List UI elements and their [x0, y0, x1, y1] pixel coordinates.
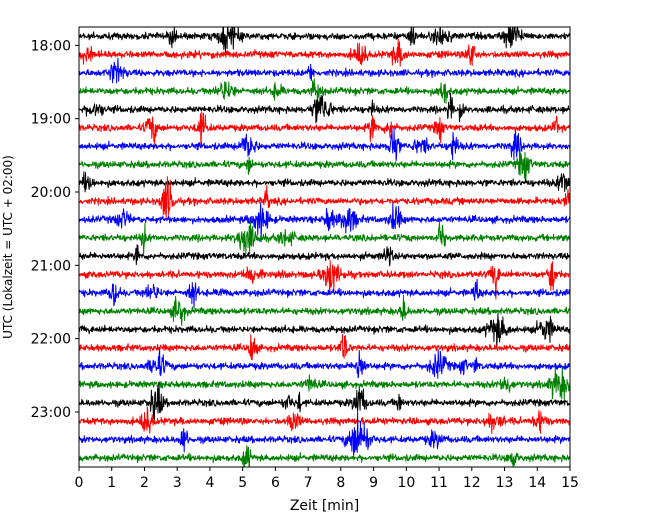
seismogram-traces	[79, 27, 570, 467]
seismogram-trace	[79, 334, 570, 361]
x-tick-label: 6	[271, 475, 280, 491]
seismogram-trace	[79, 111, 570, 149]
x-tick-label: 2	[140, 475, 149, 491]
seismogram-trace	[79, 220, 570, 255]
seismogram-trace	[79, 38, 570, 67]
x-tick-label: 13	[496, 475, 514, 491]
seismogram-trace	[79, 445, 570, 467]
x-tick-label: 7	[304, 475, 313, 491]
y-axis-ticks: 18:00 19:00 20:00 21:00 22:00 23:00	[31, 38, 79, 421]
seismogram-trace	[79, 151, 570, 184]
x-tick-label: 11	[430, 475, 448, 491]
y-tick-label: 20:00	[31, 185, 71, 201]
y-tick-label: 22:00	[31, 332, 71, 348]
seismogram-trace	[79, 27, 570, 53]
seismogram-trace	[79, 128, 570, 162]
x-tick-label: 14	[528, 475, 546, 491]
seismogram-trace	[79, 366, 570, 401]
x-tick-label: 12	[463, 475, 481, 491]
seismogram-trace	[79, 312, 570, 349]
seismogram-trace	[79, 244, 570, 267]
seismogram-trace	[79, 92, 570, 124]
seismogram-trace	[79, 259, 570, 300]
y-tick-label: 21:00	[31, 258, 71, 274]
x-axis-ticks: 0 1 2 3 4 5 6 7 8 9 10 11 12 13 14 15	[75, 467, 579, 491]
y-tick-label: 18:00	[31, 38, 71, 54]
seismogram-trace	[79, 406, 570, 435]
x-tick-label: 1	[107, 475, 116, 491]
x-tick-label: 0	[75, 475, 84, 491]
y-axis-label: UTC (Lokalzeit = UTC + 02:00)	[1, 155, 15, 339]
seismogram-trace	[79, 381, 570, 424]
seismogram-trace	[79, 78, 570, 106]
seismogram-trace	[79, 410, 570, 457]
x-tick-label: 10	[397, 475, 415, 491]
x-tick-label: 3	[173, 475, 182, 491]
seismogram-trace	[79, 294, 570, 327]
seismogram-trace	[79, 202, 570, 243]
x-tick-label: 8	[336, 475, 345, 491]
y-tick-label: 19:00	[31, 112, 71, 128]
y-tick-label: 23:00	[31, 405, 71, 421]
x-tick-label: 15	[561, 475, 579, 491]
seismogram-trace	[79, 176, 570, 221]
x-tick-label: 4	[205, 475, 214, 491]
x-tick-label: 5	[238, 475, 247, 491]
x-tick-label: 9	[369, 475, 378, 491]
seismogram-trace	[79, 347, 570, 379]
seismogram-trace	[79, 171, 570, 193]
seismogram-trace	[79, 278, 570, 309]
plot-frame	[78, 26, 571, 468]
x-axis-label: Zeit [min]	[290, 498, 359, 514]
seismogram-trace	[79, 57, 570, 84]
